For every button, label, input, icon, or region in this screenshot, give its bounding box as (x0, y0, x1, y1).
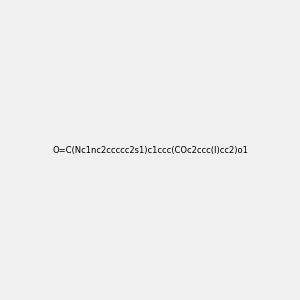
Text: O=C(Nc1nc2ccccc2s1)c1ccc(COc2ccc(I)cc2)o1: O=C(Nc1nc2ccccc2s1)c1ccc(COc2ccc(I)cc2)o… (52, 146, 248, 154)
